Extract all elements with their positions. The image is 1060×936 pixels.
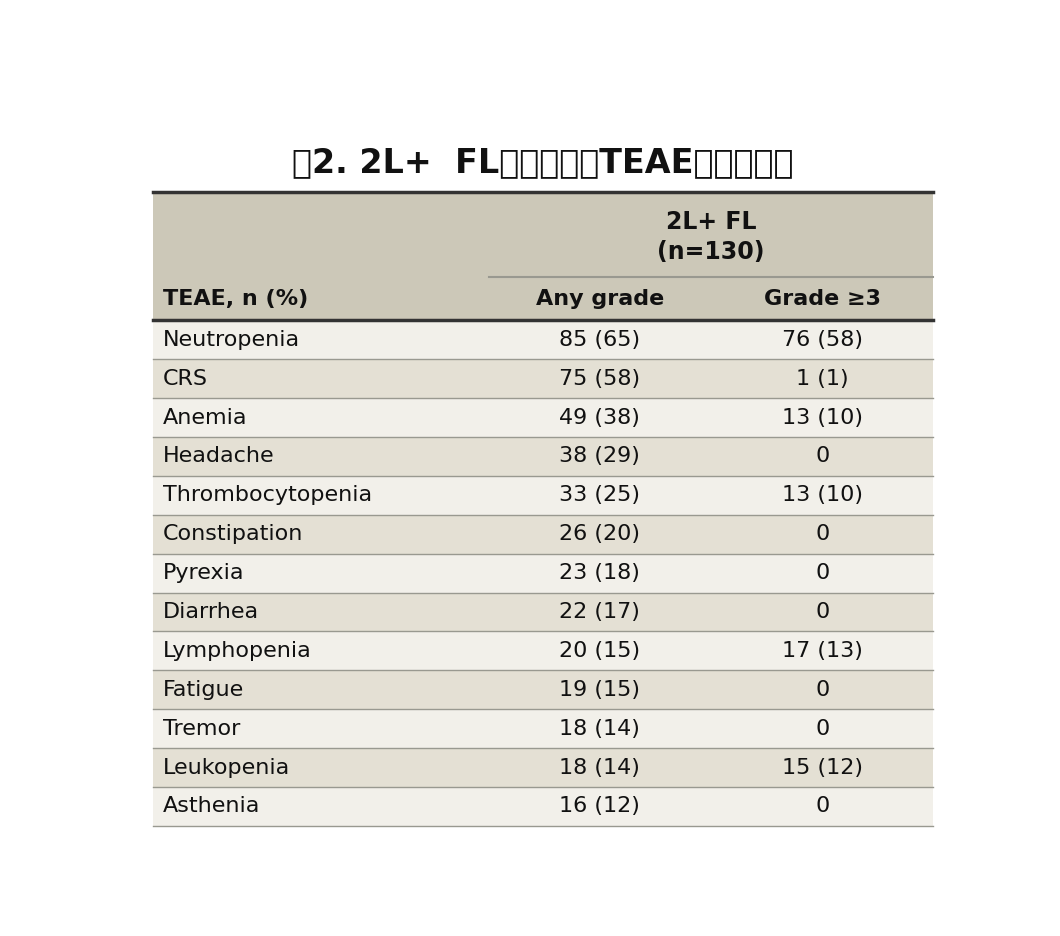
Text: CRS: CRS — [163, 369, 208, 388]
Bar — [153, 359, 934, 398]
Text: 13 (10): 13 (10) — [782, 407, 863, 428]
Text: Fatigue: Fatigue — [163, 680, 244, 700]
Text: Thrombocytopenia: Thrombocytopenia — [163, 486, 372, 505]
Bar — [153, 192, 934, 320]
Text: Asthenia: Asthenia — [163, 797, 261, 816]
Text: Leukopenia: Leukopenia — [163, 757, 290, 778]
Text: Lymphopenia: Lymphopenia — [163, 641, 312, 661]
Bar — [153, 475, 934, 515]
Text: TEAE, n (%): TEAE, n (%) — [163, 289, 308, 309]
Text: 17 (13): 17 (13) — [782, 641, 863, 661]
Text: 15 (12): 15 (12) — [782, 757, 863, 778]
Text: 85 (65): 85 (65) — [560, 329, 640, 350]
Text: Pyrexia: Pyrexia — [163, 563, 245, 583]
Text: Constipation: Constipation — [163, 524, 303, 544]
Bar — [153, 632, 934, 670]
Text: 18 (14): 18 (14) — [560, 757, 640, 778]
Text: 0: 0 — [815, 797, 829, 816]
Text: Neutropenia: Neutropenia — [163, 329, 300, 350]
Text: 23 (18): 23 (18) — [560, 563, 640, 583]
Text: 0: 0 — [815, 719, 829, 739]
Text: 19 (15): 19 (15) — [560, 680, 640, 700]
Text: (n=130): (n=130) — [657, 240, 765, 264]
Text: Anemia: Anemia — [163, 407, 247, 428]
Text: 18 (14): 18 (14) — [560, 719, 640, 739]
Text: 0: 0 — [815, 563, 829, 583]
Text: 0: 0 — [815, 680, 829, 700]
Text: 20 (15): 20 (15) — [560, 641, 640, 661]
Text: 76 (58): 76 (58) — [782, 329, 863, 350]
Bar — [153, 398, 934, 437]
Bar — [153, 437, 934, 475]
Text: Tremor: Tremor — [163, 719, 241, 739]
Text: 49 (38): 49 (38) — [560, 407, 640, 428]
Bar — [153, 670, 934, 709]
Text: 75 (58): 75 (58) — [560, 369, 640, 388]
Text: 表2. 2L+  FL中最常见的TEAE（治疗组）: 表2. 2L+ FL中最常见的TEAE（治疗组） — [293, 146, 794, 180]
Bar — [153, 787, 934, 826]
Bar — [153, 709, 934, 748]
Text: Diarrhea: Diarrhea — [163, 602, 259, 622]
Text: 33 (25): 33 (25) — [560, 486, 640, 505]
Text: 13 (10): 13 (10) — [782, 486, 863, 505]
Bar — [153, 515, 934, 554]
Text: 1 (1): 1 (1) — [796, 369, 849, 388]
Text: 16 (12): 16 (12) — [560, 797, 640, 816]
Bar — [153, 554, 934, 592]
Text: Any grade: Any grade — [535, 289, 664, 309]
Text: Headache: Headache — [163, 446, 275, 466]
Text: Grade ≥3: Grade ≥3 — [764, 289, 881, 309]
Text: 2L+ FL: 2L+ FL — [666, 210, 756, 234]
Text: 26 (20): 26 (20) — [560, 524, 640, 544]
Text: 0: 0 — [815, 524, 829, 544]
Bar — [153, 592, 934, 632]
Text: 0: 0 — [815, 446, 829, 466]
Bar — [153, 320, 934, 359]
Bar — [153, 748, 934, 787]
Text: 22 (17): 22 (17) — [560, 602, 640, 622]
Text: 0: 0 — [815, 602, 829, 622]
Text: 38 (29): 38 (29) — [560, 446, 640, 466]
